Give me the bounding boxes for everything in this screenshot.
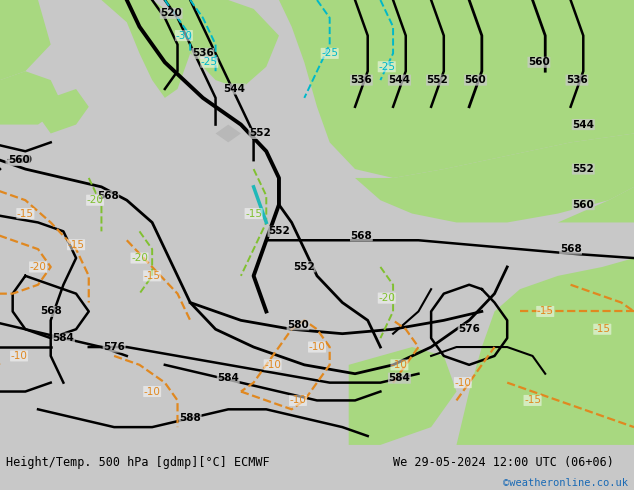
Text: Height/Temp. 500 hPa [gdmp][°C] ECMWF: Height/Temp. 500 hPa [gdmp][°C] ECMWF [6,457,270,469]
Text: -560: -560 [6,155,32,165]
Text: -10: -10 [11,351,27,361]
Text: 588: 588 [179,413,201,423]
Polygon shape [456,258,634,445]
Text: -20: -20 [30,262,46,272]
Text: -25: -25 [378,62,395,72]
Polygon shape [165,0,279,89]
Text: 568: 568 [351,231,372,241]
Polygon shape [279,0,634,178]
Text: -10: -10 [264,360,281,370]
Text: 576: 576 [103,342,125,352]
Text: 552: 552 [294,262,315,272]
Text: 544: 544 [224,84,245,94]
Polygon shape [349,347,456,445]
Polygon shape [0,0,51,80]
Polygon shape [38,89,89,133]
Text: -25: -25 [201,57,217,67]
Polygon shape [355,133,634,222]
Text: -10: -10 [144,387,160,396]
Text: 536: 536 [192,49,214,58]
Text: -30: -30 [176,30,192,41]
Text: -10: -10 [290,395,306,405]
Text: -15: -15 [144,271,160,281]
Text: -15: -15 [17,209,34,219]
Text: -25: -25 [321,49,338,58]
Text: 584: 584 [217,373,239,383]
Polygon shape [558,187,634,222]
Text: 560: 560 [8,155,30,165]
Text: -15: -15 [68,240,84,250]
Text: 520: 520 [160,8,182,18]
Text: -10: -10 [455,378,471,388]
Text: -20: -20 [378,293,395,303]
Text: -10: -10 [391,360,408,370]
Text: 544: 544 [389,75,410,85]
Text: 536: 536 [566,75,588,85]
Text: 568: 568 [40,306,61,317]
Text: -20: -20 [131,253,148,263]
Text: -20: -20 [87,195,103,205]
Text: 544: 544 [573,120,594,129]
Polygon shape [0,71,63,124]
Text: 580: 580 [287,320,309,330]
Text: -15: -15 [245,209,262,219]
Text: 576: 576 [458,324,480,334]
Text: 560: 560 [573,199,594,210]
Text: We 29-05-2024 12:00 UTC (06+06): We 29-05-2024 12:00 UTC (06+06) [393,457,614,469]
Text: -15: -15 [524,395,541,405]
Text: ©weatheronline.co.uk: ©weatheronline.co.uk [503,478,628,488]
Text: 552: 552 [268,226,290,236]
Text: 584: 584 [389,373,410,383]
Text: -10: -10 [309,342,325,352]
Text: 568: 568 [97,191,119,201]
Polygon shape [216,124,241,143]
Text: 536: 536 [351,75,372,85]
Polygon shape [101,0,190,98]
Text: 552: 552 [427,75,448,85]
Text: -15: -15 [537,306,553,317]
Text: 584: 584 [53,333,74,343]
Text: 552: 552 [249,128,271,139]
Text: 568: 568 [560,244,581,254]
Text: 552: 552 [573,164,594,174]
Text: -15: -15 [594,324,611,334]
Text: 560: 560 [528,57,550,67]
Text: 560: 560 [465,75,486,85]
